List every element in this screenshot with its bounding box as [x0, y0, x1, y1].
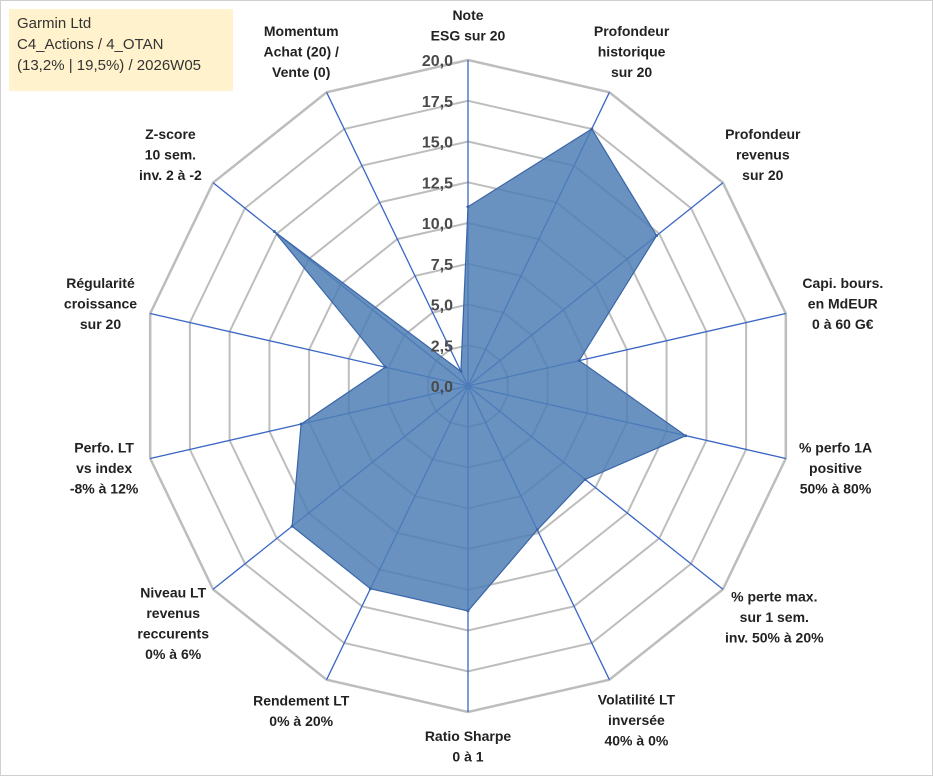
axis-label: positive	[809, 460, 862, 476]
tick-label: 0,0	[431, 379, 453, 396]
axis-label: historique	[598, 44, 666, 60]
tick-label: 17,5	[422, 94, 453, 111]
axis-label: Niveau LT	[140, 585, 206, 601]
axis-label: 10 sem.	[145, 147, 196, 163]
axis-label: inversée	[608, 712, 665, 728]
axis-label: vs index	[76, 460, 132, 476]
axis-label: Z-score	[145, 126, 196, 142]
axis-label: croissance	[64, 295, 137, 311]
axis-label: Régularité	[66, 275, 135, 291]
data-point	[466, 205, 470, 209]
data-point	[290, 524, 294, 528]
data-point	[466, 609, 470, 613]
performance-stats: (13,2% | 19,5%) / 2026W05	[17, 57, 201, 74]
axis-label: 0% à 20%	[269, 713, 333, 729]
radar-series	[272, 127, 688, 613]
data-point	[383, 365, 387, 369]
data-point	[535, 528, 539, 532]
axis-label: en MdEUR	[808, 295, 878, 311]
axis-label: Ratio Sharpe	[425, 728, 512, 744]
axis-label: Vente (0)	[272, 64, 330, 80]
axis-label: sur 20	[742, 167, 783, 183]
data-point	[590, 127, 594, 131]
series-area	[273, 128, 687, 612]
axis-label: ESG sur 20	[431, 28, 506, 44]
axis-label: Profondeur	[725, 126, 801, 142]
axis-label: 50% à 80%	[800, 481, 872, 497]
axis-label: 0% à 6%	[145, 646, 202, 662]
radar-axis-labels: Note ESG sur 20 Profondeur historique sur 20…	[64, 7, 883, 765]
axis-label: % perte max.	[731, 588, 817, 604]
data-point	[459, 369, 463, 373]
data-point	[684, 434, 688, 438]
axis-label: 0 à 60 G€	[812, 316, 874, 332]
axis-label: reccurents	[137, 626, 209, 642]
axis-label: Note	[452, 7, 483, 23]
axis-label: % perfo 1A	[799, 440, 872, 456]
tick-label: 5,0	[431, 298, 453, 315]
info-box: Garmin Ltd C4_Actions / 4_OTAN (13,2% | …	[9, 9, 233, 91]
tick-label: 2,5	[431, 338, 453, 355]
axis-label: Volatilité LT	[598, 691, 676, 707]
data-point	[272, 230, 276, 233]
axis-label: sur 1 sem.	[740, 609, 809, 625]
tick-label: 12,5	[422, 175, 453, 192]
axis-label: Profondeur	[594, 23, 670, 39]
axis-label: Achat (20) /	[263, 44, 339, 60]
data-point	[577, 359, 581, 363]
axis-label: inv. 2 à -2	[139, 167, 202, 183]
axis-label: sur 20	[611, 64, 652, 80]
tick-label: 20,0	[422, 53, 453, 70]
portfolio-name: C4_Actions / 4_OTAN	[17, 36, 164, 53]
radar-tick-labels: 0,0 2,5 5,0 7,5 10,0 12,5 15,0 17,5 20,0	[422, 53, 453, 396]
axis-spoke	[326, 92, 469, 387]
tick-label: 10,0	[422, 216, 453, 233]
tick-label: 7,5	[431, 257, 453, 274]
data-point	[655, 234, 659, 238]
axis-label: Capi. bours.	[802, 275, 883, 291]
axis-label: Rendement LT	[253, 692, 350, 708]
axis-label: revenus	[736, 147, 790, 163]
axis-label: sur 20	[80, 316, 121, 332]
axis-label: revenus	[146, 605, 200, 621]
axis-label: Perfo. LT	[74, 440, 134, 456]
company-name: Garmin Ltd	[17, 15, 92, 32]
axis-label: -8% à 12%	[70, 481, 139, 497]
tick-label: 15,0	[422, 135, 453, 152]
axis-label: Momentum	[264, 23, 339, 39]
axis-label: inv. 50% à 20%	[725, 629, 824, 645]
data-point	[299, 422, 303, 426]
data-point	[583, 478, 587, 481]
axis-label: 40% à 0%	[604, 732, 668, 748]
data-point	[368, 587, 372, 591]
axis-label: 0 à 1	[452, 749, 483, 765]
